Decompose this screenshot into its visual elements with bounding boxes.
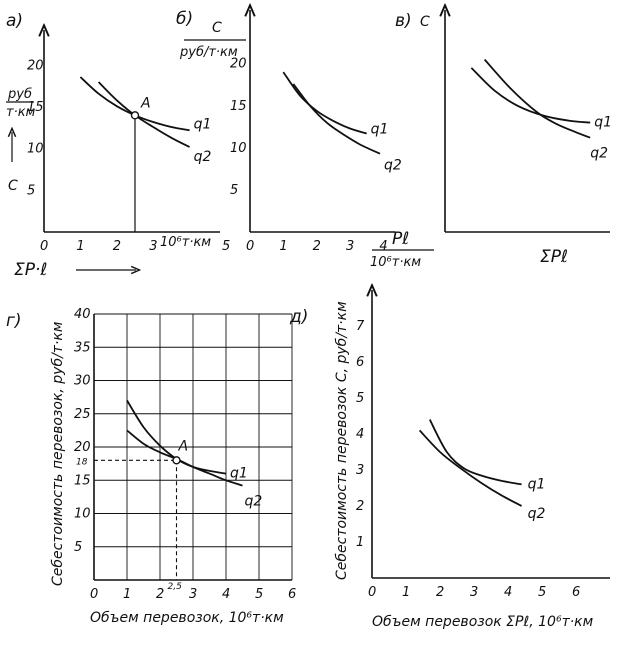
panel-b-label: б) — [176, 9, 193, 29]
panel-b: б) С руб/т·км Рℓ 10⁶т·км 0 1 2 3 4 5 10 15 20 q1… — [176, 9, 434, 270]
panel-d-x-tick: 4 — [222, 587, 230, 602]
panel-a-ylabel-bottom: т·км — [6, 105, 36, 120]
panel-c-curve-q2 — [483, 58, 591, 139]
panel-e-curve-q1 — [429, 419, 522, 486]
panel-e-x-tick: 0 — [368, 585, 376, 600]
panel-b-x-tick: 0 — [246, 239, 254, 254]
panel-d-x-tick: 2 — [156, 587, 164, 602]
panel-e: д) Себестоимость перевозок С, руб/т·км О… — [289, 290, 610, 630]
panel-a-xlabel: ΣР·ℓ — [14, 260, 47, 280]
panel-e-y-tick: 4 — [356, 427, 364, 442]
panel-e-x-tick: 6 — [572, 585, 580, 600]
panel-b-curve-q2 — [292, 83, 381, 155]
panel-a-x-tick: 1 — [76, 239, 84, 254]
panel-d-y-extra-tick: 18 — [76, 457, 88, 467]
panel-b-y-tick: 5 — [230, 183, 238, 198]
panel-a-label: а) — [6, 11, 23, 31]
panel-b-ylabel-top: С — [212, 20, 222, 36]
panel-e-ylabel: Себестоимость перевозок С, руб/т·км — [334, 301, 350, 580]
panel-d-x-tick: 0 — [90, 587, 98, 602]
panel-a-y-tick: 15 — [27, 100, 44, 115]
panel-e-xlabel: Объем перевозок ΣРℓ, 10⁶т·км — [372, 614, 594, 630]
panel-e-label-q1: q1 — [528, 476, 546, 492]
panel-a-y-tick: 10 — [27, 142, 44, 157]
panel-e-x-tick: 5 — [538, 585, 546, 600]
panel-b-xlabel-bottom: 10⁶т·км — [370, 255, 421, 270]
panel-d-y-tick: 10 — [74, 507, 91, 522]
panel-a-y-tick: 20 — [27, 58, 44, 73]
panel-a: а) руб т·км С 10⁶т·км ΣР·ℓ 0 1 2 3 55101520 … — [6, 11, 230, 280]
panel-a-ylabel-symbol: С — [8, 178, 18, 194]
panel-a-x-tick: 3 — [149, 239, 157, 254]
panel-e-y-tick: 6 — [356, 355, 364, 370]
panel-d-curve-q2 — [126, 429, 243, 487]
panel-d: г) Себестоимость перевозок, руб/т·км Объ… — [6, 307, 296, 626]
panel-e-y-tick: 3 — [356, 463, 364, 478]
panel-d-point-label: А — [178, 438, 189, 454]
panel-b-label-q1: q1 — [371, 122, 389, 138]
panel-d-label: г) — [6, 311, 22, 331]
panel-b-x-tick: 4 — [379, 239, 387, 254]
panel-a-x-tick: 5 — [222, 239, 230, 254]
panel-a-y-tick: 5 — [27, 183, 35, 198]
panel-d-y-tick: 35 — [74, 340, 91, 355]
panel-b-x-tick: 1 — [279, 239, 287, 254]
panel-d-y-tick: 20 — [74, 440, 91, 455]
panel-e-y-tick: 1 — [356, 535, 364, 550]
panel-e-y-tick: 7 — [356, 319, 365, 334]
panel-d-y-tick: 40 — [74, 307, 91, 322]
panel-a-x-tick: 0 — [40, 239, 48, 254]
panel-e-x-tick: 4 — [504, 585, 512, 600]
panel-a-point-label: А — [140, 95, 151, 111]
panel-a-ylabel-top: руб — [7, 87, 32, 102]
panel-c-label-q1: q1 — [594, 115, 612, 131]
panel-e-x-tick: 3 — [470, 585, 478, 600]
panel-c-ylabel-symbol: С — [420, 14, 430, 30]
panel-d-label-q2: q2 — [245, 494, 263, 510]
panel-d-ylabel: Себестоимость перевозок, руб/т·км — [50, 321, 66, 586]
panel-b-x-tick: 2 — [313, 239, 321, 254]
panel-d-x-extra-tick: 2,5 — [168, 582, 183, 592]
panel-c-label: в) — [395, 11, 412, 31]
panel-a-label-q2: q2 — [194, 149, 212, 165]
panel-e-y-tick: 2 — [356, 499, 364, 514]
panel-c-label-q2: q2 — [590, 146, 608, 162]
panel-d-y-tick: 5 — [74, 540, 82, 555]
panel-b-xlabel-top: Рℓ — [392, 229, 409, 249]
panel-a-x-unit: 10⁶т·км — [160, 235, 211, 250]
panel-d-xlabel: Объем перевозок, 10⁶т·км — [90, 610, 284, 626]
panel-b-y-tick: 10 — [230, 141, 247, 156]
panel-d-y-tick: 15 — [74, 473, 91, 488]
panel-e-label-q2: q2 — [528, 506, 546, 522]
panel-a-point — [130, 111, 140, 120]
panel-a-curve-q2 — [97, 81, 191, 148]
panel-d-point — [172, 456, 181, 465]
panel-b-y-tick: 15 — [230, 99, 247, 114]
panel-e-curve-q2 — [418, 429, 523, 507]
panel-b-ylabel-bottom: руб/т·км — [179, 45, 238, 60]
panel-d-x-tick: 1 — [123, 587, 131, 602]
panel-d-x-tick: 5 — [255, 587, 263, 602]
panel-b-y-tick: 20 — [230, 57, 247, 72]
panel-d-x-tick: 3 — [189, 587, 197, 602]
panel-b-curve-q1 — [282, 71, 367, 135]
panel-e-label: д) — [289, 307, 308, 327]
panel-b-x-tick: 3 — [346, 239, 354, 254]
panel-d-y-tick: 30 — [74, 374, 91, 389]
panel-e-x-tick: 1 — [402, 585, 410, 600]
panel-e-y-tick: 5 — [356, 391, 364, 406]
panel-d-label-q1: q1 — [230, 466, 248, 482]
panel-c: в) С ΣРℓ q1 q2 — [395, 10, 612, 267]
panel-d-x-tick: 6 — [288, 587, 296, 602]
panel-d-y-tick: 25 — [74, 407, 91, 422]
panel-a-x-tick: 2 — [113, 239, 121, 254]
panel-e-x-tick: 2 — [436, 585, 444, 600]
panel-c-curve-q1 — [470, 67, 591, 124]
panel-b-label-q2: q2 — [384, 158, 402, 174]
panel-c-xlabel: ΣРℓ — [540, 247, 568, 267]
panel-a-label-q1: q1 — [194, 116, 212, 132]
